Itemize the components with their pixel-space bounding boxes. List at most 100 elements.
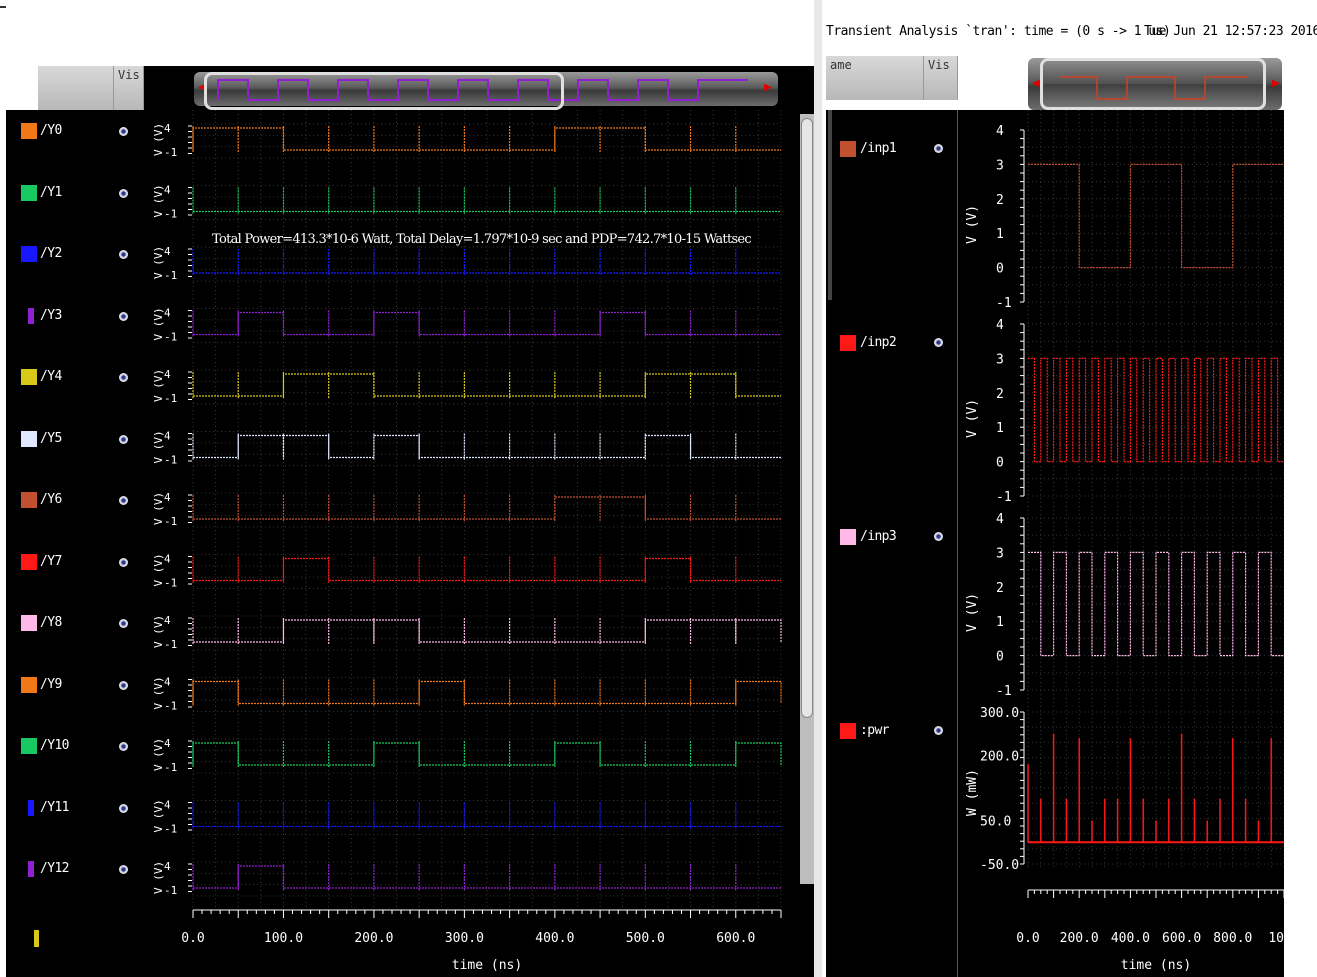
navigator-preview <box>217 79 748 101</box>
vis-column-header[interactable]: Vis <box>924 56 958 100</box>
signal-row[interactable]: /Y12 <box>6 854 144 884</box>
signal-row[interactable]: /Y10 <box>6 731 144 761</box>
signal-row[interactable]: /inp3 <box>826 522 956 552</box>
left-plot: 4-1V (V)4-1V (V)4-1V (V)4-1V (V)4-1V (V)… <box>152 110 782 973</box>
signal-row[interactable]: /Y6 <box>6 485 144 515</box>
signal-row[interactable]: /Y3 <box>6 301 144 331</box>
y-tick-label: 200.0 <box>980 749 1019 764</box>
signal-name: /Y5 <box>40 430 62 446</box>
signal-row[interactable]: /Y5 <box>6 424 144 454</box>
eye-icon[interactable] <box>119 188 128 198</box>
signal-name: /inp3 <box>860 529 897 544</box>
signal-color-swatch <box>21 369 37 385</box>
y-tick-label: 4 <box>164 122 171 135</box>
eye-icon[interactable] <box>119 619 128 628</box>
arrow-right-icon[interactable]: ▶ <box>764 82 772 93</box>
eye-icon[interactable] <box>934 144 943 153</box>
y-axis-label: V (V) <box>152 430 165 463</box>
navigator-window[interactable] <box>1040 58 1266 110</box>
pane-divider[interactable] <box>814 0 822 977</box>
y-tick-label: 1 <box>996 615 1004 630</box>
signal-color-swatch <box>21 553 37 570</box>
arrow-left-icon[interactable]: ◀ <box>198 82 206 93</box>
y-tick-label: 300.0 <box>980 706 1019 721</box>
signal-color-swatch <box>21 184 37 201</box>
time-navigator[interactable]: ◀ ▶ <box>194 72 778 110</box>
eye-icon[interactable] <box>119 434 128 444</box>
eye-icon[interactable] <box>119 250 128 259</box>
y-tick-label: 4 <box>164 245 171 258</box>
signal-row[interactable]: /Y1 <box>6 178 144 208</box>
eye-icon[interactable] <box>119 803 128 813</box>
signal-row[interactable]: /inp2 <box>826 328 956 358</box>
vertical-scrollbar[interactable] <box>800 114 814 884</box>
signal-row[interactable]: /Y7 <box>6 547 144 577</box>
signal-name: /Y11 <box>40 799 70 815</box>
signal-row[interactable]: /Y4 <box>6 362 144 392</box>
signal-row[interactable]: /inp1 <box>826 134 956 164</box>
y-tick-label: 4 <box>164 676 171 689</box>
signal-row[interactable]: /Y2 <box>6 239 144 269</box>
y-tick-label: -50.0 <box>980 858 1019 873</box>
y-axis-label: V (V) <box>152 861 165 894</box>
series-line <box>1028 163 1284 269</box>
vis-column-header[interactable]: Vis <box>114 66 144 110</box>
x-tick-label: 0.0 <box>1016 931 1039 946</box>
x-tick-label: 800.0 <box>1213 931 1252 946</box>
y-tick-label: -1 <box>996 296 1012 311</box>
eye-icon[interactable] <box>934 726 943 735</box>
signal-name: /Y2 <box>40 246 62 261</box>
y-tick-label: -1 <box>164 884 177 897</box>
signal-row[interactable]: /Y11 <box>6 793 144 823</box>
signal-row[interactable]: /Y8 <box>6 608 144 638</box>
name-column-header[interactable] <box>38 66 114 110</box>
y-tick-label: 3 <box>996 352 1004 367</box>
signal-row[interactable]: /Y0 <box>6 116 144 146</box>
y-tick-label: -1 <box>164 638 177 651</box>
y-tick-label: -1 <box>164 761 177 774</box>
series-line <box>192 680 782 705</box>
name-column-header[interactable]: ame <box>826 56 924 100</box>
signal-color-swatch <box>840 529 856 545</box>
signal-row[interactable]: :pwr <box>826 716 956 746</box>
vis-header-label: Vis <box>928 58 950 72</box>
eye-icon[interactable] <box>119 496 128 505</box>
eye-icon[interactable] <box>934 532 943 541</box>
signal-color-swatch <box>840 335 856 351</box>
arrow-right-icon[interactable]: ▶ <box>1272 78 1280 89</box>
time-navigator[interactable]: ◀ ▶ <box>1028 58 1282 110</box>
eye-icon[interactable] <box>934 338 943 347</box>
y-tick-label: 4 <box>164 799 171 812</box>
y-axis-label: V (V) <box>152 799 165 832</box>
signal-name: /Y4 <box>40 369 62 384</box>
signal-color-swatch <box>21 615 37 631</box>
scrollbar-thumb[interactable] <box>801 118 813 718</box>
signal-color-swatch <box>21 738 37 754</box>
eye-icon[interactable] <box>119 742 128 751</box>
x-axis-label: time (ns) <box>1121 958 1191 973</box>
navigator-window[interactable] <box>204 72 564 110</box>
eye-icon[interactable] <box>119 127 128 136</box>
series-line <box>1028 551 1284 657</box>
y-axis-label: V (V) <box>965 593 980 632</box>
eye-icon[interactable] <box>119 557 128 567</box>
signal-name: /Y10 <box>40 738 70 753</box>
x-tick-label: 0.0 <box>181 931 204 946</box>
eye-icon[interactable] <box>119 680 128 690</box>
y-axis-label: V (V) <box>152 492 165 525</box>
x-tick-label: 300.0 <box>445 931 484 946</box>
vis-header-label: Vis <box>118 68 140 82</box>
y-tick-label: -1 <box>996 684 1012 699</box>
y-tick-label: 4 <box>164 614 171 627</box>
y-tick-label: 0 <box>996 456 1004 471</box>
series-line <box>193 865 781 889</box>
y-axis-label: V (V) <box>152 369 165 402</box>
arrow-left-icon[interactable]: ◀ <box>1032 78 1040 89</box>
eye-icon[interactable] <box>119 373 128 382</box>
signal-color-swatch <box>21 123 37 139</box>
eye-icon[interactable] <box>119 311 128 321</box>
eye-icon[interactable] <box>119 865 128 874</box>
signal-name: /Y1 <box>40 184 62 200</box>
signal-name: /Y0 <box>40 123 62 138</box>
signal-row[interactable]: /Y9 <box>6 670 144 700</box>
